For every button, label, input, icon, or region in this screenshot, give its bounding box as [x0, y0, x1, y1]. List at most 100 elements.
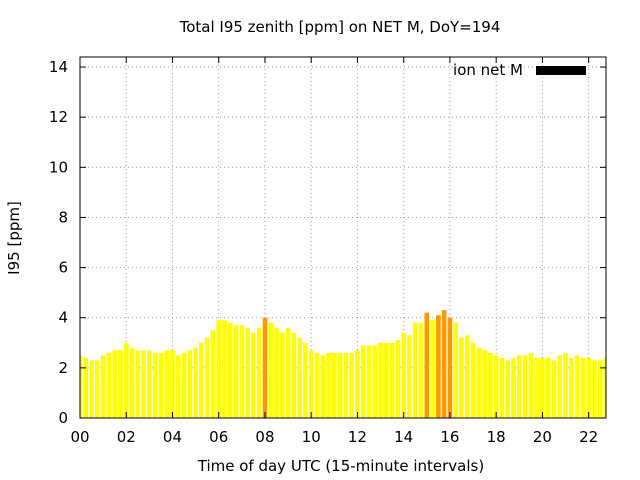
- bar: [233, 325, 239, 418]
- bar: [418, 322, 424, 418]
- chart-title: Total I95 zenith [ppm] on NET M, DoY=194: [179, 18, 501, 36]
- bar: [545, 357, 551, 418]
- bar: [592, 360, 597, 418]
- bar: [574, 355, 580, 418]
- bars-layer: [80, 310, 606, 418]
- x-tick-label: 08: [255, 428, 274, 446]
- bar: [412, 322, 418, 418]
- bar: [395, 340, 401, 418]
- y-tick-label: 4: [58, 309, 68, 327]
- bar: [557, 355, 563, 418]
- bar: [580, 357, 586, 418]
- bar: [430, 320, 435, 418]
- bar: [89, 360, 94, 418]
- bar: [95, 360, 100, 418]
- bar: [268, 322, 274, 418]
- bar: [227, 322, 233, 418]
- bar: [516, 355, 522, 418]
- x-tick-label: 20: [533, 428, 552, 446]
- bar: [586, 357, 591, 418]
- bar: [453, 322, 459, 418]
- bar: [251, 332, 256, 418]
- bar: [384, 342, 389, 418]
- bar: [239, 325, 245, 418]
- bar: [424, 312, 430, 418]
- y-tick-label: 0: [58, 409, 68, 427]
- y-tick-label: 12: [49, 108, 68, 126]
- bar: [499, 357, 505, 418]
- bar: [343, 352, 349, 418]
- bar: [441, 310, 447, 418]
- bar: [360, 345, 366, 418]
- bar: [470, 342, 476, 418]
- bar: [164, 350, 170, 418]
- bar: [551, 360, 557, 418]
- bar: [476, 347, 482, 418]
- bar: [106, 352, 112, 418]
- bar: [320, 355, 326, 418]
- bar: [152, 352, 158, 418]
- bar: [332, 352, 337, 418]
- y-tick-label: 2: [58, 359, 68, 377]
- bar: [181, 352, 187, 418]
- bar: [372, 345, 378, 418]
- bar: [505, 360, 511, 418]
- x-tick-label: 02: [117, 428, 136, 446]
- y-tick-label: 10: [49, 158, 68, 176]
- bar: [378, 342, 383, 418]
- x-tick-label: 12: [348, 428, 367, 446]
- bar: [147, 350, 152, 418]
- y-tick-label: 6: [58, 259, 68, 277]
- bar: [135, 350, 141, 418]
- bar: [123, 342, 129, 418]
- x-tick-label: 14: [394, 428, 413, 446]
- bar: [488, 352, 493, 418]
- bar: [401, 332, 407, 418]
- bar: [100, 355, 106, 418]
- x-axis-label: Time of day UTC (15-minute intervals): [197, 457, 484, 475]
- bar: [112, 350, 117, 418]
- x-tick-label: 10: [302, 428, 321, 446]
- bar: [285, 327, 291, 418]
- bar: [349, 352, 354, 418]
- bar: [80, 355, 83, 418]
- bar: [597, 360, 603, 418]
- bar: [210, 330, 216, 418]
- bar: [436, 315, 441, 418]
- bar: [314, 352, 320, 418]
- bar: [274, 327, 279, 418]
- bar: [459, 337, 464, 418]
- bar: [447, 317, 453, 418]
- bar: [326, 352, 331, 418]
- x-tick-label: 00: [70, 428, 89, 446]
- y-axis-label: I95 [ppm]: [5, 201, 23, 275]
- bar: [493, 355, 499, 418]
- legend-swatch: [536, 66, 586, 75]
- bar: [366, 345, 372, 418]
- bar: [534, 357, 539, 418]
- bar: [141, 350, 146, 418]
- bar: [522, 355, 528, 418]
- bar: [118, 350, 123, 418]
- bar: [337, 352, 343, 418]
- bar: [407, 335, 412, 418]
- bar: [187, 350, 193, 418]
- bar: [158, 352, 164, 418]
- bar: [83, 357, 89, 418]
- bar: [204, 337, 210, 418]
- bar: [291, 332, 297, 418]
- x-tick-label: 18: [487, 428, 506, 446]
- bar: [245, 327, 250, 418]
- x-tick-label: 22: [579, 428, 598, 446]
- x-tick-label: 04: [163, 428, 182, 446]
- bar: [528, 352, 534, 418]
- bar: [603, 357, 606, 418]
- legend-label: ion net M: [453, 61, 523, 79]
- bar: [303, 342, 308, 418]
- bar: [464, 335, 470, 418]
- y-tick-label: 14: [49, 58, 68, 76]
- bar: [355, 350, 360, 418]
- bar: [511, 357, 516, 418]
